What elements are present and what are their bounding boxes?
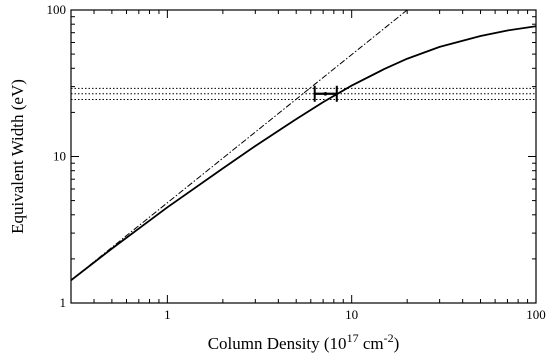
x-axis-label-exp1: 17 <box>347 331 359 345</box>
x-axis-label: Column Density (1017 cm-2) <box>208 331 400 353</box>
series-line-solid <box>71 25 536 281</box>
plot-frame <box>70 9 537 304</box>
x-axis-label-end: ) <box>394 334 400 353</box>
x-tick-label: 10 <box>345 307 358 322</box>
y-axis-label: Equivalent Width (eV) <box>8 79 27 234</box>
error-bar-point <box>323 91 328 96</box>
x-tick-label: 100 <box>526 307 546 322</box>
axis-ticks: 1 10 100 1 10 100 <box>47 2 546 322</box>
y-tick-label: 100 <box>47 2 67 17</box>
x-tick-label: 1 <box>164 307 171 322</box>
y-tick-label: 10 <box>53 149 66 164</box>
plot-area <box>71 10 536 281</box>
series-line-dash-dot <box>71 10 408 281</box>
x-axis-label-mid: cm <box>359 334 384 353</box>
y-tick-label: 1 <box>60 295 67 310</box>
x-axis-label-exp2: -2 <box>384 331 394 345</box>
x-axis-label-base: Column Density (10 <box>208 334 347 353</box>
